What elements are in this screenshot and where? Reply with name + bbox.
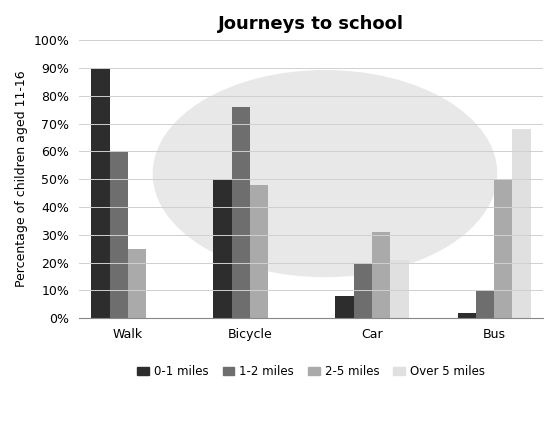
Circle shape	[153, 71, 497, 277]
Bar	[250, 185, 268, 318]
Bar	[476, 291, 494, 318]
Bar	[335, 296, 354, 318]
Bar	[213, 179, 232, 318]
Legend: 0-1 miles, 1-2 miles, 2-5 miles, Over 5 miles: 0-1 miles, 1-2 miles, 2-5 miles, Over 5 …	[133, 360, 489, 383]
Bar	[354, 262, 372, 318]
Bar	[128, 249, 146, 318]
Bar	[372, 232, 391, 318]
Title: Journeys to school: Journeys to school	[218, 15, 404, 33]
Text: fp: fp	[295, 139, 420, 247]
Bar	[494, 179, 512, 318]
Y-axis label: Percentage of children aged 11-16: Percentage of children aged 11-16	[15, 71, 28, 288]
Bar	[458, 313, 476, 318]
Bar	[512, 129, 531, 318]
Bar	[92, 68, 110, 318]
Bar	[110, 151, 128, 318]
Bar	[391, 260, 408, 318]
Bar	[232, 107, 250, 318]
